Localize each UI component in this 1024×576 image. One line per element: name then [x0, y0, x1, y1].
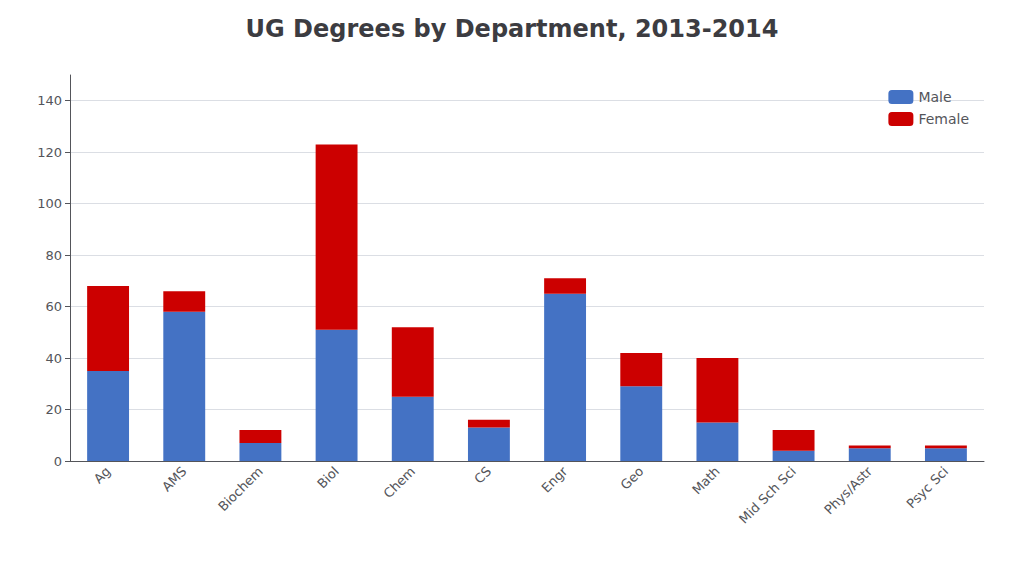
svg-text:Geo: Geo	[618, 464, 647, 493]
svg-text:Phys/Astr: Phys/Astr	[821, 463, 875, 517]
svg-text:80: 80	[45, 248, 62, 263]
svg-text:AMS: AMS	[159, 464, 190, 495]
svg-text:40: 40	[45, 351, 62, 366]
svg-text:100: 100	[37, 196, 62, 211]
svg-text:Chem: Chem	[381, 464, 418, 501]
svg-text:Math: Math	[689, 464, 723, 498]
svg-text:140: 140	[37, 93, 62, 108]
svg-text:120: 120	[37, 145, 62, 160]
svg-text:Psyc Sci: Psyc Sci	[904, 464, 952, 512]
svg-text:Female: Female	[918, 111, 969, 127]
svg-text:Mid Sch Sci: Mid Sch Sci	[736, 464, 799, 527]
svg-text:Ag: Ag	[91, 464, 114, 487]
svg-text:UG Degrees by Department, 2013: UG Degrees by Department, 2013-2014	[246, 15, 779, 43]
svg-text:20: 20	[45, 402, 62, 417]
svg-text:CS: CS	[471, 464, 494, 487]
svg-text:Engr: Engr	[539, 463, 571, 495]
svg-text:Male: Male	[918, 89, 951, 105]
svg-text:Biol: Biol	[314, 464, 342, 492]
svg-text:60: 60	[45, 299, 62, 314]
svg-text:Biochem: Biochem	[215, 464, 266, 515]
svg-text:0: 0	[54, 454, 62, 469]
